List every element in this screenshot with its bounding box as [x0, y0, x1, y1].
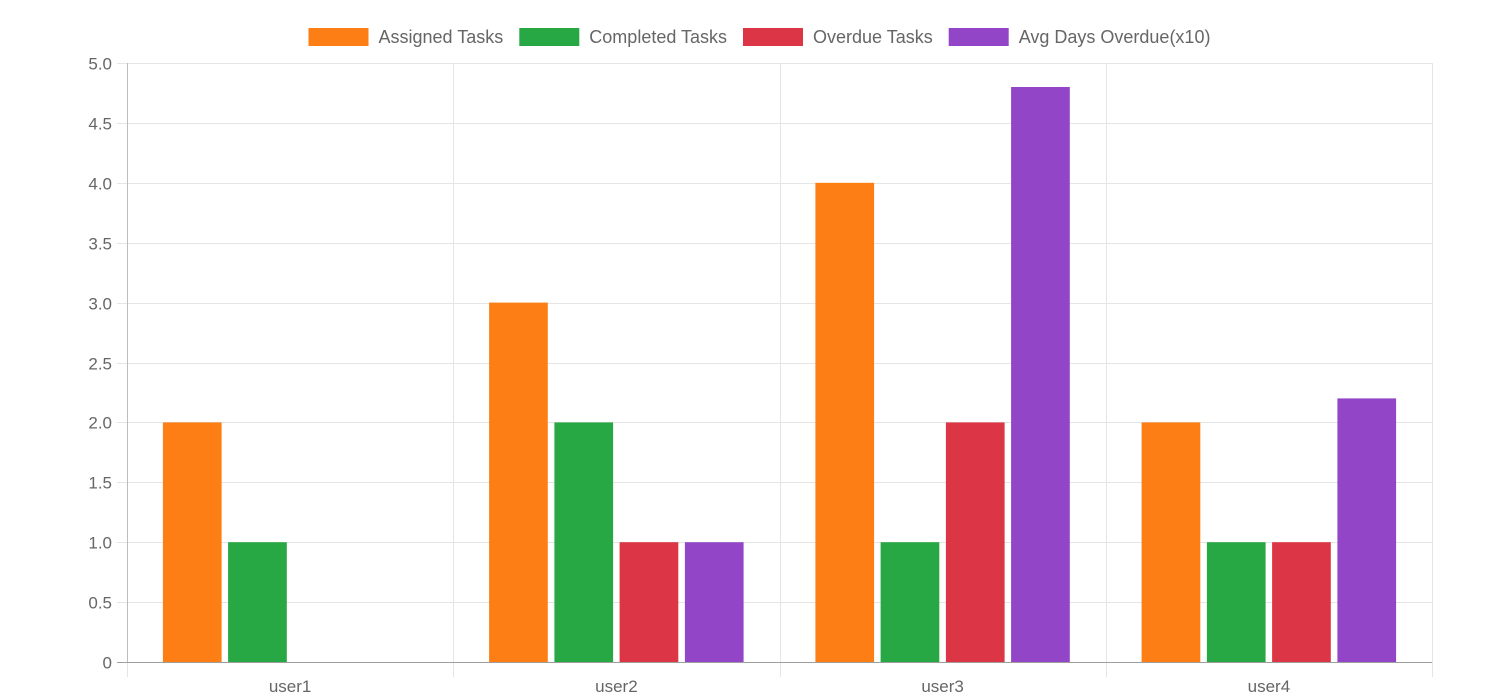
legend-label: Assigned Tasks	[379, 27, 504, 47]
y-tick-label: 2.5	[88, 355, 112, 374]
y-tick-label: 0.5	[88, 594, 112, 613]
bar	[228, 542, 287, 662]
bar	[945, 422, 1005, 662]
bar	[619, 542, 679, 662]
legend-swatch	[308, 28, 369, 46]
y-axis-ticks: 0 0.5 1.0 1.5 2.0 2.5 3.0 3.5 4.0 4.5 5.0	[88, 55, 112, 673]
bar	[489, 302, 548, 662]
legend-item: Overdue Tasks	[743, 27, 933, 47]
legend: Assigned Tasks Completed Tasks Overdue Tas…	[308, 27, 1211, 47]
bar	[815, 182, 875, 663]
legend-label: Completed Tasks	[589, 27, 727, 47]
x-axis-ticks: user1 user2 user3 user4	[269, 677, 1290, 696]
bar	[1337, 398, 1397, 662]
legend-swatch	[948, 28, 1009, 46]
y-tick-label: 0	[103, 654, 112, 673]
legend-item: Completed Tasks	[519, 27, 727, 47]
bar	[880, 542, 940, 662]
legend-item: Avg Days Overdue(x10)	[948, 27, 1211, 47]
bar	[1272, 542, 1331, 662]
legend-swatch	[743, 28, 803, 46]
bars	[162, 87, 1397, 663]
y-tick-label: 1.5	[88, 474, 112, 493]
x-tick-label: user4	[1248, 677, 1291, 696]
y-tick-label: 4.5	[88, 115, 112, 134]
x-tick-label: user2	[595, 677, 638, 696]
y-tick-label: 5.0	[88, 55, 112, 74]
bar	[684, 542, 744, 662]
y-tick-label: 1.0	[88, 534, 112, 553]
legend-label: Overdue Tasks	[813, 27, 933, 47]
legend-label: Avg Days Overdue(x10)	[1019, 27, 1211, 47]
y-tick-label: 3.0	[88, 295, 112, 314]
bar	[162, 422, 222, 662]
x-tick-label: user1	[269, 677, 312, 696]
axes	[117, 63, 1432, 663]
y-tick-label: 3.5	[88, 235, 112, 254]
bar	[1011, 87, 1070, 662]
legend-swatch	[519, 28, 580, 46]
bar	[1141, 422, 1201, 662]
y-tick-label: 2.0	[88, 414, 112, 433]
x-tick-label: user3	[921, 677, 964, 696]
y-tick-label: 4.0	[88, 175, 112, 194]
bar	[1206, 542, 1266, 662]
bar	[554, 422, 614, 662]
legend-item: Assigned Tasks	[308, 27, 504, 47]
